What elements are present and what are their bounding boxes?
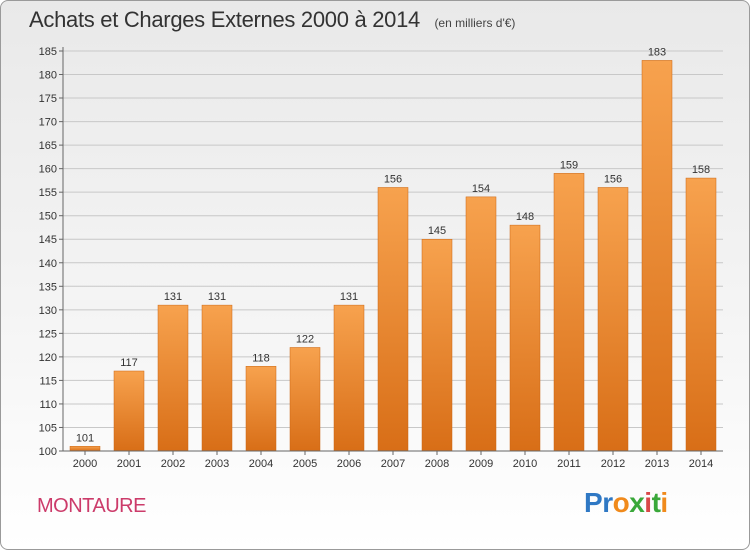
y-tick-label: 125 <box>39 328 57 340</box>
x-tick-label-2011: 2011 <box>557 458 581 470</box>
x-tick-label-2012: 2012 <box>601 458 625 470</box>
y-tick-label: 145 <box>39 234 57 246</box>
y-tick-label: 110 <box>39 399 57 411</box>
y-tick-label: 150 <box>39 211 57 223</box>
chart-title: Achats et Charges Externes 2000 à 2014 <box>29 7 420 32</box>
y-tick-label: 170 <box>39 117 57 129</box>
commune-name: MONTAURE <box>37 495 146 517</box>
logo-letter: P <box>584 487 603 518</box>
bar-2011 <box>553 173 585 452</box>
x-tick-label-2009: 2009 <box>469 458 493 470</box>
y-tick-label: 115 <box>39 375 57 387</box>
logo-letter: i <box>660 487 668 518</box>
x-tick-label-2005: 2005 <box>293 458 317 470</box>
logo-letter: r <box>602 487 613 518</box>
bar-2003 <box>201 304 233 452</box>
labels: 100 105 110 115 120 125 130 135 140 145 150 155 160 1… <box>39 46 714 470</box>
data-label-2008: 145 <box>428 225 446 237</box>
data-label-2004: 118 <box>252 352 270 364</box>
data-label-2009: 154 <box>472 183 490 195</box>
data-label-2012: 156 <box>604 173 622 185</box>
y-tick-label: 135 <box>39 281 57 293</box>
bar-2006 <box>333 304 365 452</box>
y-tick-label: 160 <box>39 164 57 176</box>
chart-unit-note: (en milliers d'€) <box>434 16 516 30</box>
x-tick-label-2010: 2010 <box>513 458 537 470</box>
y-tick-label: 180 <box>39 70 57 82</box>
data-label-2005: 122 <box>296 333 314 345</box>
x-tick-label-2007: 2007 <box>381 458 405 470</box>
x-tick-label-2013: 2013 <box>645 458 669 470</box>
y-tick-label: 185 <box>39 46 57 58</box>
logo-letter: x <box>629 487 645 518</box>
x-tick-label-2001: 2001 <box>117 458 141 470</box>
bar-2005 <box>289 347 321 452</box>
bar-2014 <box>685 177 717 452</box>
y-tick-label: 130 <box>39 305 57 317</box>
x-tick-label-2006: 2006 <box>337 458 361 470</box>
y-tick-label: 175 <box>39 93 57 105</box>
bar-2012 <box>597 187 629 452</box>
y-tick-label: 100 <box>39 446 57 458</box>
logo-letter: i <box>644 487 652 518</box>
y-tick-label: 120 <box>39 352 57 364</box>
x-tick-label-2008: 2008 <box>425 458 449 470</box>
y-tick-label: 140 <box>39 258 57 270</box>
bar-2004 <box>245 366 277 452</box>
data-label-2003: 131 <box>208 291 226 303</box>
x-tick-label-2014: 2014 <box>689 458 713 470</box>
data-label-2010: 148 <box>516 211 534 223</box>
data-label-2006: 131 <box>340 291 358 303</box>
x-tick-label-2002: 2002 <box>161 458 185 470</box>
data-label-2007: 156 <box>384 173 402 185</box>
logo-letter: t <box>651 487 661 518</box>
bar-2009 <box>465 196 497 452</box>
bar-2010 <box>509 224 541 452</box>
axes <box>59 47 723 455</box>
title-block: Achats et Charges Externes 2000 à 2014 (… <box>29 7 515 33</box>
data-label-2013: 183 <box>648 46 666 58</box>
bar-2002 <box>157 304 189 452</box>
bar-2007 <box>377 187 409 452</box>
data-label-2001: 117 <box>120 357 138 369</box>
data-label-2014: 158 <box>692 164 710 176</box>
x-tick-label-2003: 2003 <box>205 458 229 470</box>
data-label-2000: 101 <box>76 432 94 444</box>
data-label-2002: 131 <box>164 291 182 303</box>
x-tick-label-2004: 2004 <box>249 458 273 470</box>
bar-2001 <box>113 370 145 452</box>
y-tick-label: 165 <box>39 140 57 152</box>
bar-2000 <box>69 446 101 452</box>
y-tick-label: 105 <box>39 422 57 434</box>
bars <box>69 60 717 452</box>
proxiti-logo: Proxiti <box>584 487 668 519</box>
data-label-2011: 159 <box>560 159 578 171</box>
bar-2008 <box>421 238 453 452</box>
y-tick-label: 155 <box>39 187 57 199</box>
x-tick-label-2000: 2000 <box>73 458 97 470</box>
logo-letter: o <box>612 487 630 518</box>
bar-2013 <box>641 60 673 452</box>
